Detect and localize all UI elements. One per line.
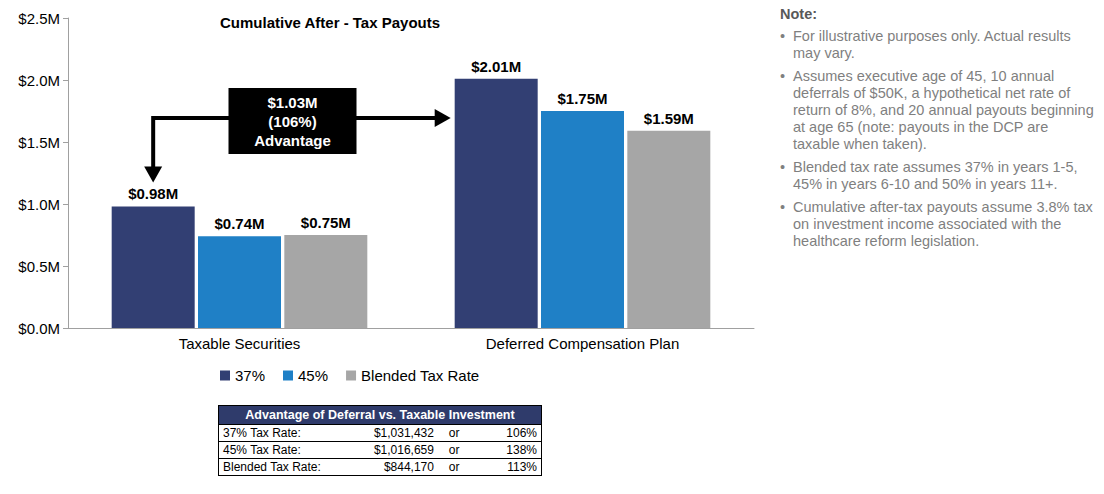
svg-text:45%: 45% [298, 367, 328, 384]
html-text:$1,016,659: $1,016,659 [373, 443, 434, 457]
svg-text:$0.98M: $0.98M [128, 185, 178, 202]
html-text:Advantage of Deferral vs. Taxa: Advantage of Deferral vs. Taxable Invest… [245, 408, 515, 422]
svg-text:$0.74M: $0.74M [214, 215, 264, 232]
svg-text:Deferred Compensation Plan: Deferred Compensation Plan [486, 335, 679, 352]
html-text:Blended tax rate assumes 37% i: Blended tax rate assumes 37% in years 1-… [793, 159, 1078, 192]
svg-text:37%: 37% [235, 367, 265, 384]
svg-text:$2.0M: $2.0M [18, 72, 60, 89]
svg-text:$1.75M: $1.75M [557, 90, 607, 107]
html-text:or: or [448, 460, 460, 474]
svg-text:$0.5M: $0.5M [18, 258, 60, 275]
html-text:45% Tax Rate:: 45% Tax Rate: [223, 443, 301, 457]
html-text:Blended Tax Rate:: Blended Tax Rate: [223, 460, 321, 474]
svg-text:$2.5M: $2.5M [18, 10, 60, 27]
svg-text:$0.0M: $0.0M [18, 320, 60, 337]
svg-text:$1.03M: $1.03M [267, 94, 317, 111]
svg-text:Advantage: Advantage [254, 132, 331, 149]
html-text:or: or [448, 426, 460, 440]
html-text:Cumulative after-tax payouts a: Cumulative after-tax payouts assume 3.8%… [793, 199, 1093, 249]
svg-text:$2.01M: $2.01M [471, 58, 521, 75]
svg-text:$1.0M: $1.0M [18, 196, 60, 213]
svg-text:$1.5M: $1.5M [18, 134, 60, 151]
svg-text:Cumulative After - Tax Payouts: Cumulative After - Tax Payouts [220, 14, 440, 31]
html-text:For illustrative purposes only: For illustrative purposes only. Actual r… [793, 28, 1071, 61]
svg-text:$0.75M: $0.75M [301, 214, 351, 231]
svg-text:$1.59M: $1.59M [644, 110, 694, 127]
html-text:37% Tax Rate:: 37% Tax Rate: [223, 426, 301, 440]
html-text:$1,031,432: $1,031,432 [373, 426, 434, 440]
html-text:138%: 138% [506, 443, 537, 457]
html-text:$844,170: $844,170 [383, 460, 434, 474]
svg-text:Blended Tax Rate: Blended Tax Rate [361, 367, 479, 384]
html-text:Assumes executive age of 45, 1: Assumes executive age of 45, 10 annual d… [793, 68, 1094, 152]
svg-text:(106%): (106%) [268, 113, 316, 130]
html-text:Note:: Note: [780, 6, 818, 22]
svg-text:Taxable Securities: Taxable Securities [179, 335, 301, 352]
html-text:106%: 106% [506, 426, 537, 440]
html-text:113%: 113% [507, 460, 537, 474]
html-text:or: or [448, 443, 460, 457]
